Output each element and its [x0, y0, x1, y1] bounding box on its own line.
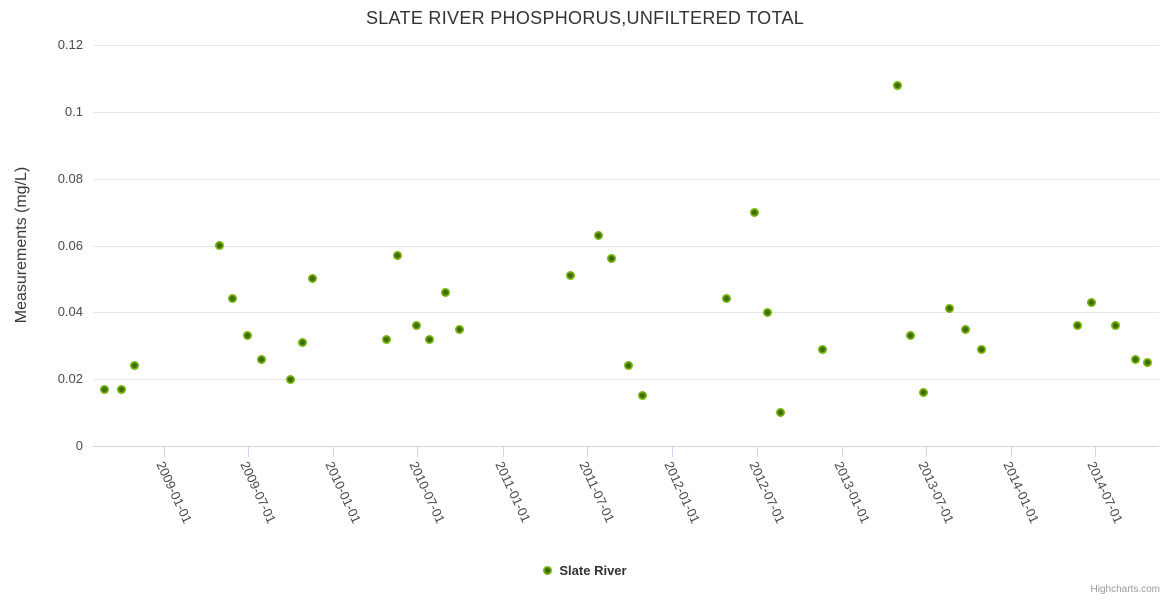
data-point[interactable]: [775, 408, 785, 418]
data-point[interactable]: [227, 294, 237, 304]
data-point[interactable]: [393, 251, 403, 261]
data-point[interactable]: [893, 80, 903, 90]
chart-title: SLATE RIVER PHOSPHORUS,UNFILTERED TOTAL: [365, 8, 805, 28]
x-axis-tick-label: 2012-07-01: [746, 459, 789, 526]
data-point[interactable]: [99, 384, 109, 394]
x-axis-tick: [1011, 447, 1012, 457]
x-axis-tick: [926, 447, 927, 457]
x-axis-tick-label: 2014-01-01: [1000, 459, 1043, 526]
x-axis-tick: [1095, 447, 1096, 457]
data-point[interactable]: [214, 241, 224, 250]
x-axis-tick-label: 2012-01-01: [661, 459, 704, 526]
x-axis-tick: [842, 447, 843, 457]
x-axis-tick: [503, 447, 504, 457]
y-axis-tick-label: 0.12: [57, 37, 83, 52]
x-axis-tick: [248, 447, 249, 457]
data-point[interactable]: [606, 254, 616, 264]
data-point[interactable]: [566, 271, 576, 281]
data-point[interactable]: [960, 324, 970, 334]
data-point[interactable]: [441, 287, 451, 297]
x-axis-tick-label: 2011-01-01: [492, 459, 534, 525]
data-point[interactable]: [285, 374, 295, 384]
legend-marker-icon: [543, 566, 553, 575]
data-point[interactable]: [945, 304, 955, 314]
data-point[interactable]: [116, 384, 126, 394]
y-axis-tick-label: 0.06: [57, 238, 83, 253]
data-point[interactable]: [762, 307, 772, 317]
data-point[interactable]: [1130, 354, 1140, 364]
x-axis-tick: [333, 447, 334, 457]
x-axis-tick-label: 2013-07-01: [915, 459, 958, 526]
x-axis-tick-label: 2010-07-01: [406, 459, 449, 526]
data-point[interactable]: [454, 324, 464, 334]
data-point[interactable]: [1142, 357, 1152, 367]
y-gridline: [93, 45, 1159, 46]
data-point[interactable]: [243, 331, 253, 341]
data-point[interactable]: [721, 294, 731, 304]
data-point[interactable]: [818, 344, 828, 354]
data-point[interactable]: [638, 391, 648, 401]
x-axis-tick-label: 2010-01-01: [322, 459, 365, 526]
x-axis-tick: [164, 447, 165, 457]
y-axis-tick-label: 0.04: [57, 304, 83, 319]
data-point[interactable]: [750, 207, 760, 217]
x-axis-tick: [587, 447, 588, 457]
x-axis-tick-label: 2014-07-01: [1084, 459, 1127, 526]
y-gridline: [93, 312, 1159, 313]
legend[interactable]: Slate River: [0, 563, 1170, 578]
data-point[interactable]: [308, 274, 317, 284]
y-axis-tick-label: 0.02: [57, 371, 83, 386]
y-gridline: [93, 112, 1159, 113]
data-point[interactable]: [297, 337, 307, 347]
data-point[interactable]: [257, 354, 267, 364]
data-point[interactable]: [1087, 297, 1097, 307]
data-point[interactable]: [977, 344, 987, 354]
y-axis-tick-label: 0.1: [64, 104, 83, 119]
y-axis-tick-label: 0: [75, 438, 83, 453]
x-axis-tick-label: 2013-01-01: [831, 459, 874, 526]
data-point[interactable]: [906, 331, 916, 341]
data-point[interactable]: [624, 361, 634, 371]
data-point[interactable]: [1110, 321, 1120, 331]
x-axis-tick-label: 2009-07-01: [237, 459, 280, 526]
x-axis-line: [93, 446, 1159, 447]
data-point[interactable]: [919, 388, 929, 398]
x-axis-tick: [417, 447, 418, 457]
data-point[interactable]: [129, 361, 139, 371]
x-axis-tick-label: 2011-07-01: [576, 459, 618, 525]
highcharts-credit-link[interactable]: Highcharts.com: [1090, 584, 1160, 595]
y-gridline: [93, 179, 1159, 180]
data-point[interactable]: [381, 334, 391, 344]
data-point[interactable]: [1073, 321, 1083, 331]
x-axis-tick: [757, 447, 758, 457]
x-axis-tick-label: 2009-01-01: [153, 459, 196, 526]
legend-series-label: Slate River: [559, 563, 627, 578]
x-axis-tick: [672, 447, 673, 457]
y-gridline: [93, 246, 1159, 247]
y-axis-tick-label: 0.08: [57, 171, 83, 186]
data-point[interactable]: [593, 230, 603, 240]
data-point[interactable]: [411, 321, 421, 331]
y-gridline: [93, 379, 1159, 380]
data-point[interactable]: [425, 334, 435, 344]
